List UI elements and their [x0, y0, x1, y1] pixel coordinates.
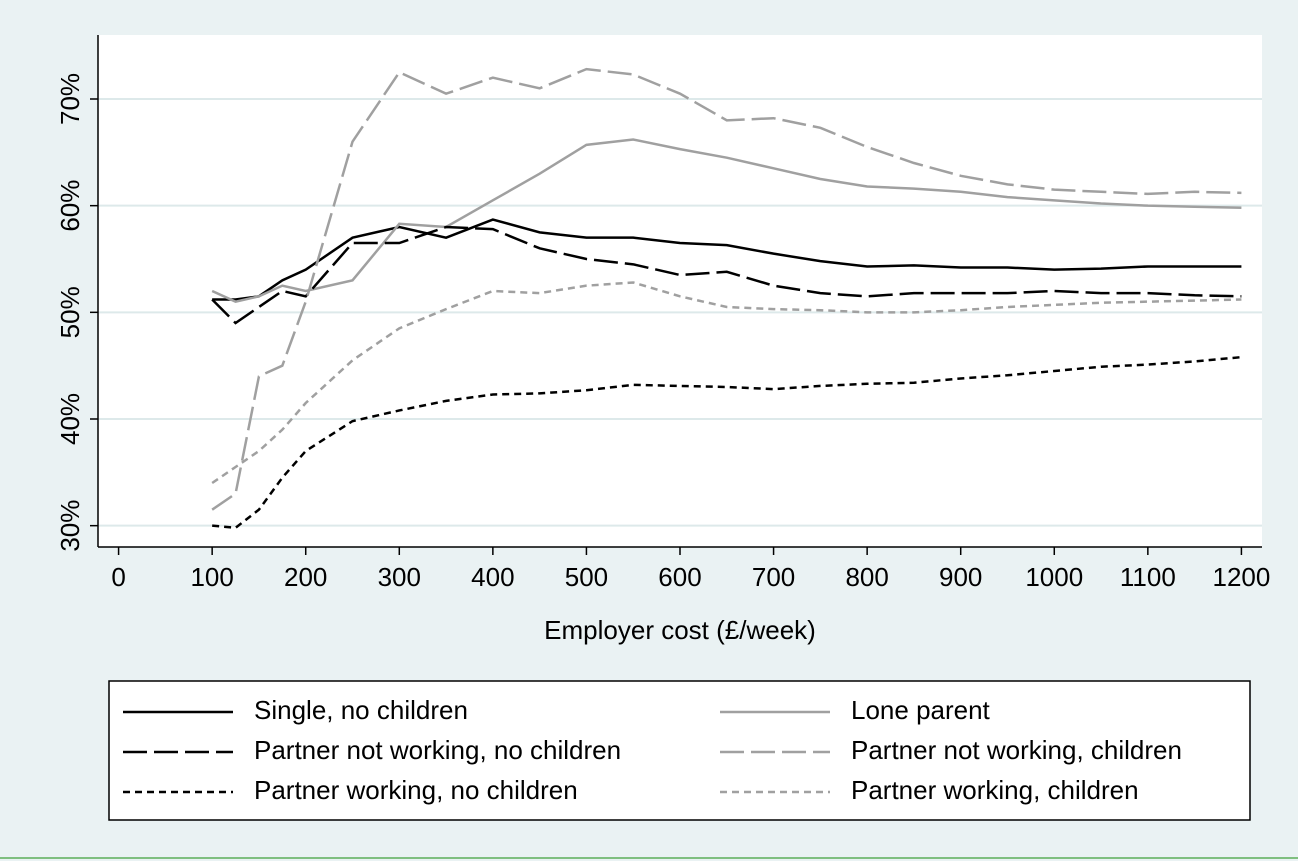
y-tick-label: 40% — [55, 393, 85, 445]
x-tick-label: 400 — [471, 562, 514, 592]
series-line — [211, 225, 1242, 325]
legend-box — [108, 680, 1251, 821]
legend-label: Single, no children — [254, 695, 468, 725]
series-line — [211, 138, 1242, 303]
legend-label: Partner not working, no children — [254, 735, 621, 765]
x-tick-label: 600 — [658, 562, 701, 592]
x-tick-label: 1200 — [1212, 562, 1270, 592]
y-tick-label: 70% — [55, 73, 85, 125]
legend-label: Partner working, no children — [254, 775, 578, 805]
x-tick-label: 1000 — [1025, 562, 1083, 592]
x-tick-label: 700 — [752, 562, 795, 592]
x-tick-label: 800 — [845, 562, 888, 592]
legend-label: Partner working, children — [851, 775, 1139, 805]
x-tick-label: 200 — [284, 562, 327, 592]
x-tick-label: 500 — [565, 562, 608, 592]
x-tick-label: 300 — [378, 562, 421, 592]
y-tick-label: 50% — [55, 286, 85, 338]
y-tick-label: 30% — [55, 500, 85, 552]
series-line — [212, 218, 1242, 301]
legend-label: Partner not working, children — [851, 735, 1182, 765]
x-tick-label: 1100 — [1120, 562, 1176, 592]
series-line — [212, 355, 1242, 530]
x-axis-title: Employer cost (£/week) — [544, 615, 816, 645]
x-tick-label: 0 — [111, 562, 125, 592]
series-line — [211, 67, 1242, 511]
series-line — [211, 281, 1242, 485]
y-tick-label: 60% — [55, 180, 85, 232]
legend-label: Lone parent — [851, 695, 991, 725]
x-tick-label: 100 — [190, 562, 233, 592]
x-tick-label: 900 — [939, 562, 982, 592]
